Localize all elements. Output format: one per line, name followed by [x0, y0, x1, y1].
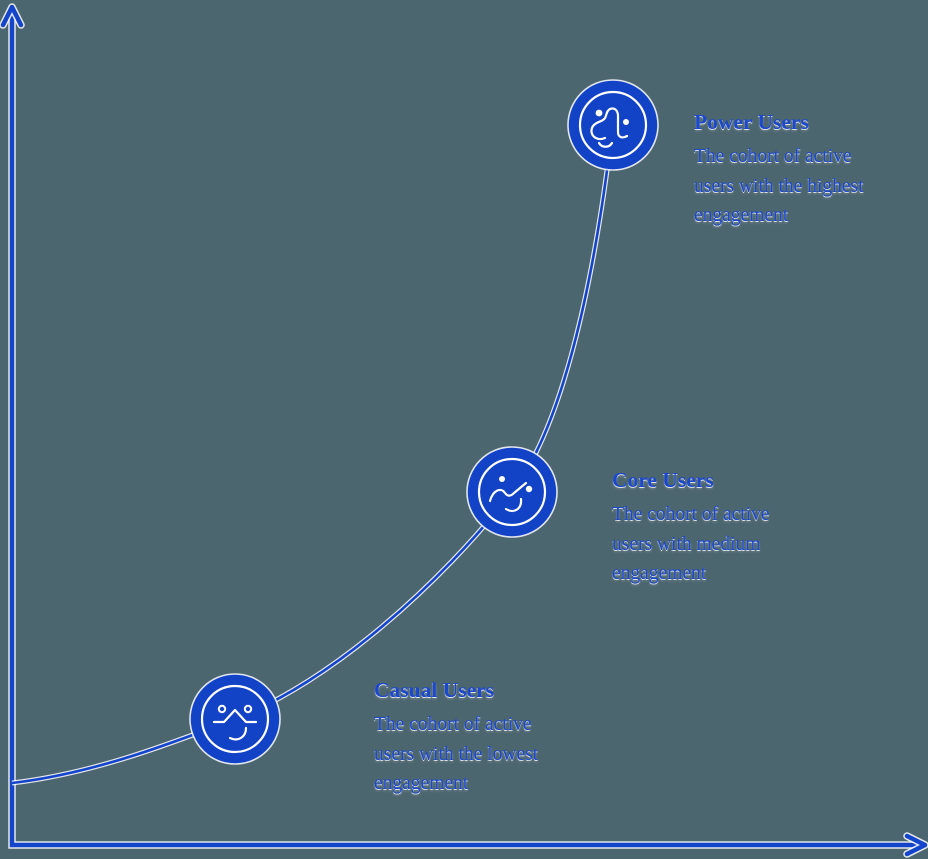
nose-swoosh — [590, 107, 629, 141]
node-circle — [567, 79, 659, 171]
node-description: The cohort of active users with medium e… — [612, 504, 770, 584]
right-eye — [243, 704, 253, 714]
node-description: The cohort of active users with the lowe… — [374, 714, 539, 794]
node-casual-users — [189, 673, 281, 765]
up-arrow-head — [0, 4, 24, 28]
node-circle — [189, 673, 281, 765]
label-core-users: Core Users The cohort of active users wi… — [612, 468, 812, 589]
core-user-face-icon — [477, 457, 547, 527]
engagement-growth-curve — [11, 122, 616, 786]
right-arrow-head — [904, 833, 928, 857]
node-power-users — [567, 79, 659, 171]
axis-lines — [9, 9, 918, 848]
node-description: The cohort of active users with the high… — [694, 146, 864, 226]
node-core-users — [466, 446, 558, 538]
up-arrow-icon — [0, 3, 25, 29]
smile — [228, 726, 248, 741]
left-eye — [595, 109, 603, 117]
node-circle — [466, 446, 558, 538]
node-title: Power Users — [694, 110, 809, 134]
node-title: Casual Users — [374, 678, 495, 702]
wave-line — [488, 481, 528, 503]
face-ring — [578, 90, 648, 160]
left-eye — [217, 704, 227, 714]
left-eye — [499, 476, 505, 482]
power-user-face-icon — [578, 90, 648, 160]
smile — [504, 497, 523, 513]
casual-user-face-icon — [200, 684, 270, 754]
curve-line — [11, 122, 615, 785]
right-eye — [623, 119, 629, 125]
face-ring — [477, 457, 547, 527]
label-power-users: Power Users The cohort of active users w… — [694, 110, 894, 231]
face-ring — [200, 684, 270, 754]
smile — [597, 141, 614, 148]
right-arrow-icon — [903, 832, 928, 858]
label-casual-users: Casual Users The cohort of active users … — [374, 678, 574, 799]
right-eye — [525, 485, 533, 493]
axes — [0, 3, 928, 858]
nose-line — [212, 708, 258, 724]
node-title: Core Users — [612, 468, 714, 492]
